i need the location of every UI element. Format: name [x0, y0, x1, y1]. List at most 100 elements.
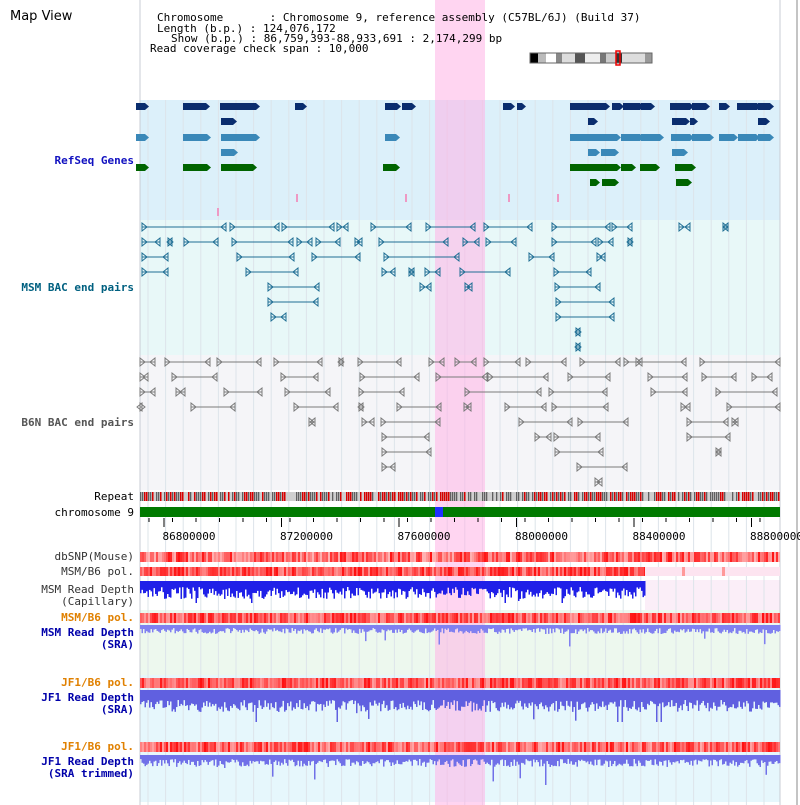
jf1-trim-depth-bar	[429, 755, 431, 760]
jf1-pol-cell	[656, 678, 658, 688]
b6n-bac-pair-end	[171, 371, 178, 383]
msm-cap-depth-bar	[632, 581, 634, 599]
msm-sra-depth-bar	[777, 625, 779, 632]
jf1-pol-cell	[582, 678, 584, 688]
jf1-trim-depth-bar	[543, 755, 545, 764]
dbsnp-cell	[334, 552, 336, 562]
jf1-pol-cell	[546, 678, 548, 688]
msm-pol-cell	[348, 613, 350, 623]
dbsnp-cell	[188, 552, 190, 562]
msm-sra-depth-bar	[669, 625, 671, 629]
msm-pol-cell	[338, 567, 340, 576]
b6n-bac-pair-end	[601, 386, 608, 398]
jf1-sra-depth-bar	[285, 690, 287, 711]
jf1-trim-depth-bar	[450, 755, 452, 761]
jf1-pol-cell	[382, 742, 384, 752]
jf1-sra-depth-bar	[725, 690, 727, 706]
jf1-pol-cell	[270, 678, 272, 688]
msm-sra-depth-bar	[386, 625, 388, 632]
track-label-b6n-bac[interactable]: B6N BAC end pairs	[21, 416, 134, 429]
jf1-pol-cell	[646, 678, 648, 688]
msm-sra-depth-bar	[356, 625, 358, 634]
jf1-trim-depth-bar	[704, 755, 706, 760]
msm-cap-depth-bar	[524, 581, 526, 599]
dbsnp-cell	[740, 552, 742, 562]
msm-sra-depth-bar	[644, 625, 646, 634]
msm-sra-depth-bar	[420, 625, 422, 633]
jf1-pol-cell	[544, 742, 546, 752]
jf1-sra-depth-bar	[365, 690, 367, 712]
msm-bac-pair-end	[306, 236, 313, 248]
jf1-sra-depth-bar	[632, 690, 634, 707]
jf1-trim-depth-bar	[395, 755, 397, 764]
b6n-bac-pair-end	[577, 416, 584, 428]
msm-pol-cell	[482, 613, 484, 623]
jf1-trim-depth-bar	[527, 755, 529, 761]
jf1-trim-depth-bar	[777, 755, 779, 764]
msm-cap-depth-bar	[566, 581, 568, 590]
msm-pol-cell	[344, 567, 346, 576]
jf1-sra-depth-bar	[383, 690, 385, 701]
jf1-sra-depth-bar	[288, 690, 290, 707]
msm-cap-depth-bar	[155, 581, 157, 594]
msm-cap-depth-bar	[252, 581, 254, 593]
jf1-pol-cell	[480, 742, 482, 752]
jf1-pol-cell	[206, 742, 208, 752]
jf1-trim-depth-bar	[701, 755, 703, 762]
jf1-trim-depth-bar	[242, 755, 244, 763]
jf1-pol-cell	[392, 742, 394, 752]
jf1-trim-depth-bar	[345, 755, 347, 760]
msm-sra-depth-bar	[621, 625, 623, 634]
jf1-sra-depth-bar	[150, 690, 152, 703]
msm-sra-depth-bar	[350, 625, 352, 630]
jf1-trim-depth-bar	[405, 755, 407, 762]
msm-sra-depth-bar	[240, 625, 242, 633]
msm-pol-cell	[376, 613, 378, 623]
msm-pol-cell	[766, 613, 768, 623]
jf1-sra-depth-bar	[176, 690, 178, 708]
jf1-trim-depth-bar	[504, 755, 506, 761]
b6n-bac-pair-end	[481, 371, 488, 383]
jf1-sra-depth-bar	[722, 690, 724, 705]
msm-sra-depth-bar	[710, 625, 712, 633]
dbsnp-cell	[618, 552, 620, 562]
msm-cap-depth-bar	[308, 581, 310, 599]
msm-pol-cell	[412, 613, 414, 623]
msm-sra-depth-bar	[156, 625, 158, 631]
dbsnp-cell	[646, 552, 648, 562]
msm-cap-depth-bar	[210, 581, 212, 594]
dbsnp-cell	[760, 552, 762, 562]
jf1-trim-depth-bar	[443, 755, 445, 765]
jf1-sra-depth-bar	[594, 690, 596, 711]
msm-sra-depth-bar	[317, 625, 319, 632]
jf1-sra-depth-bar	[293, 690, 295, 708]
dbsnp-cell	[580, 552, 582, 562]
jf1-trim-depth-bar	[422, 755, 424, 763]
msm-cap-depth-bar	[276, 581, 278, 589]
track-label-refseq[interactable]: RefSeq Genes	[54, 154, 134, 167]
msm-sra-depth-bar	[168, 625, 170, 631]
refseq-gene	[183, 134, 207, 141]
repeat-mark	[696, 492, 698, 501]
msm-pol-cell	[212, 567, 214, 576]
jf1-pol-cell	[156, 678, 158, 688]
msm-sra-depth-bar	[165, 625, 167, 632]
msm-pol-cell	[188, 613, 190, 623]
jf1-sra-depth-bar	[698, 690, 700, 711]
track-label-msm-bac[interactable]: MSM BAC end pairs	[21, 281, 134, 294]
repeat-mark	[750, 492, 752, 501]
jf1-pol-cell	[338, 742, 340, 752]
jf1-sra-depth-bar	[299, 690, 301, 701]
jf1-pol-cell	[636, 678, 638, 688]
jf1-pol-cell	[304, 678, 306, 688]
repeat-mark	[144, 492, 146, 501]
msm-pol-cell	[562, 613, 564, 623]
jf1-sra-depth-bar	[614, 690, 616, 702]
msm-sra-depth-bar	[572, 625, 574, 634]
dbsnp-cell	[724, 552, 726, 562]
jf1-sra-depth-bar	[281, 690, 283, 707]
jf1-trim-depth-bar	[762, 755, 764, 763]
jf1-trim-depth-bar	[140, 755, 142, 760]
axis-tick-label: 88400000	[633, 530, 686, 543]
